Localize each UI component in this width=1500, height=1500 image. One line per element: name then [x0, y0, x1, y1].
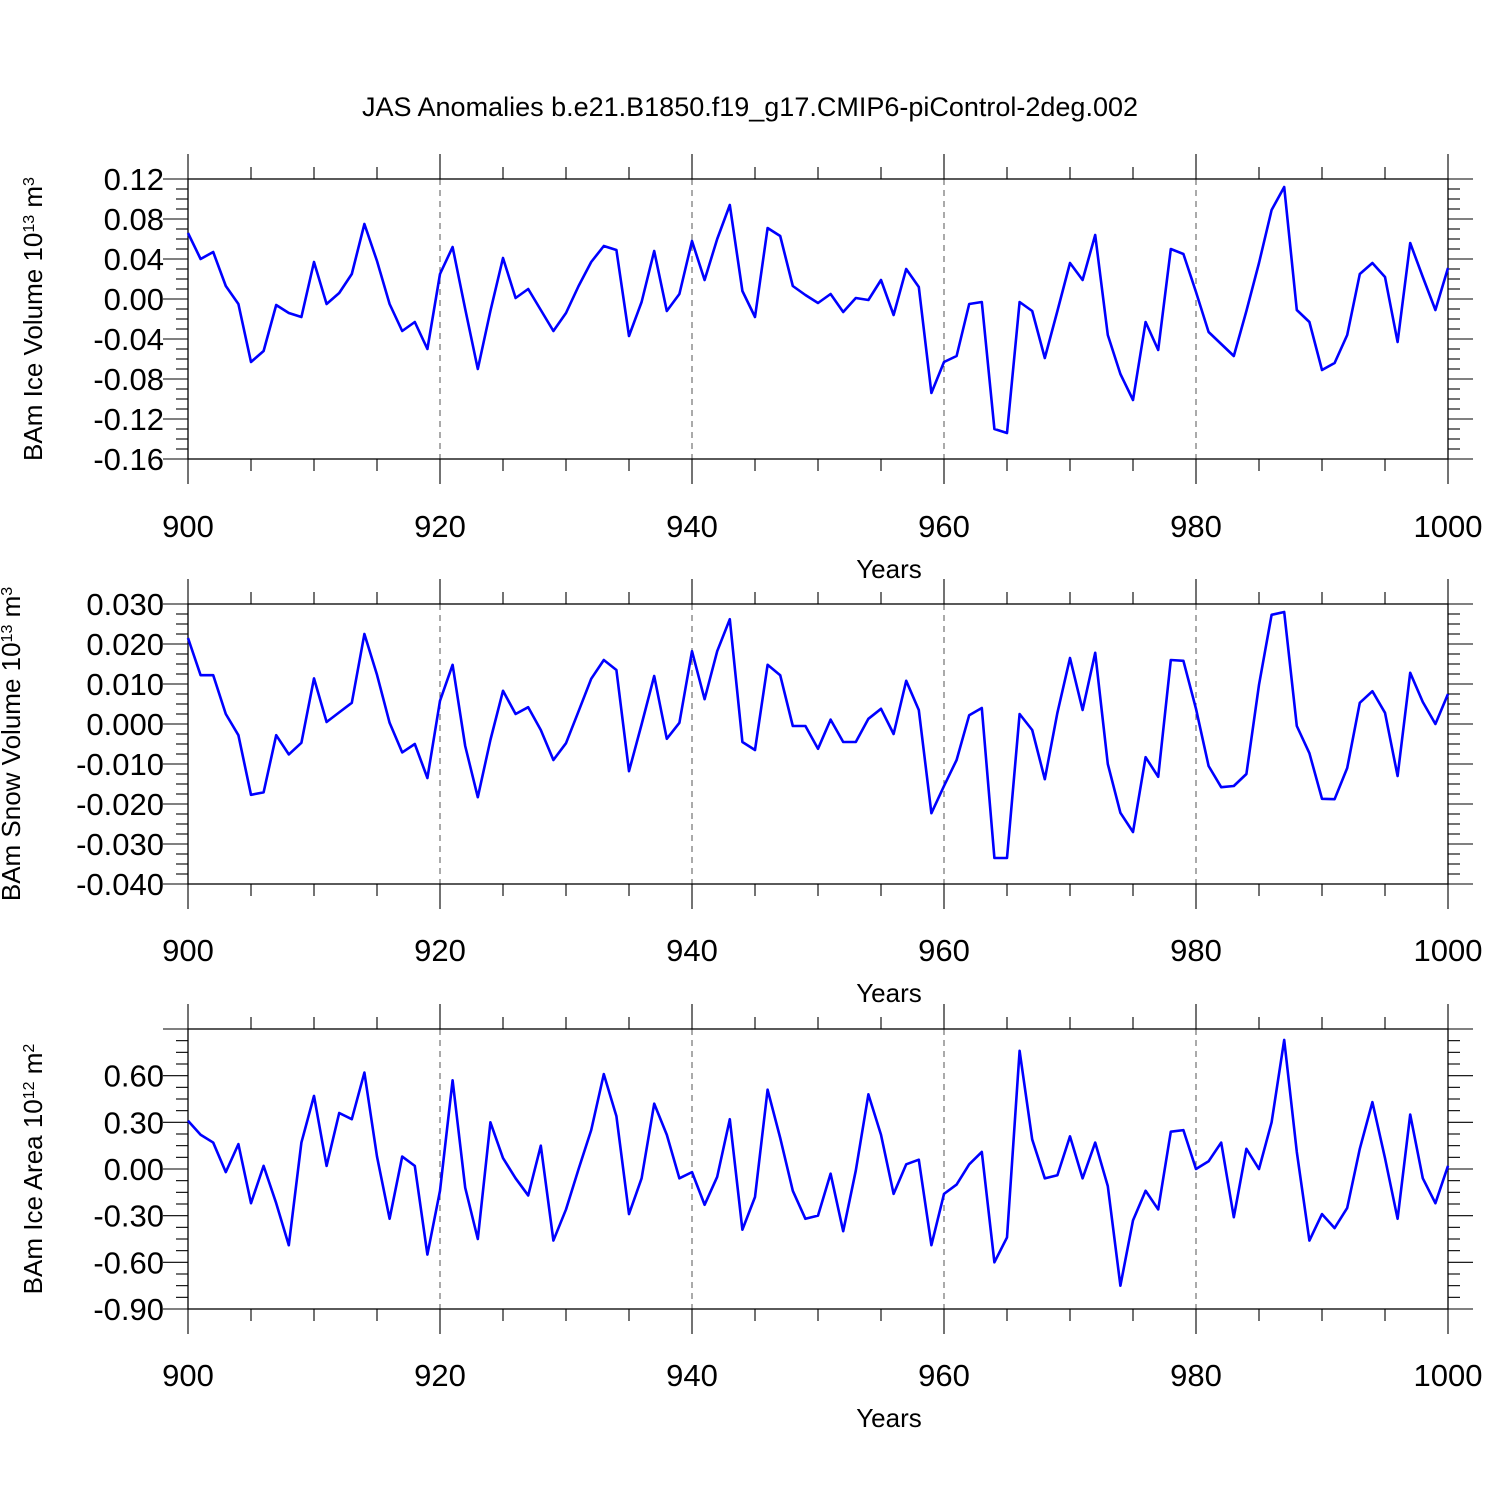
x-tick-label: 900 — [162, 933, 214, 968]
y-axis-label-text: m — [0, 596, 26, 625]
y-tick-label: 0.00 — [104, 282, 164, 317]
x-tick-label: 920 — [414, 509, 466, 544]
y-axis-label-text: BAm Ice Volume 10 — [18, 233, 48, 461]
y-tick-label: 0.000 — [86, 707, 164, 742]
y-axis-label-superscript: 13 — [21, 215, 38, 233]
x-tick-label: 960 — [918, 933, 970, 968]
chart-panel-3: 900 920 940 960 980 1000 Years 0.60 0.30 0.00 -0.3… — [18, 1004, 1482, 1433]
y-axis-label-superscript: 3 — [21, 177, 38, 186]
y-tick-label: 0.12 — [104, 162, 164, 197]
x-tick-label: 960 — [918, 509, 970, 544]
y-tick-label: -0.010 — [76, 747, 164, 782]
plot-frame — [187, 178, 1449, 460]
y-axis-label-text: m — [18, 1053, 48, 1082]
y-axis-label: BAm Ice Volume 1013 m3 — [18, 177, 48, 461]
x-tick-label: 940 — [666, 933, 718, 968]
y-tick-label: -0.30 — [93, 1199, 164, 1234]
x-tick-label: 1000 — [1414, 933, 1483, 968]
plot-frame — [187, 603, 1449, 885]
x-tick-label: 940 — [666, 1358, 718, 1393]
y-tick-label: 0.60 — [104, 1059, 164, 1094]
y-axis-label-text: m — [18, 186, 48, 215]
x-tick-label: 920 — [414, 933, 466, 968]
x-tick-label: 980 — [1170, 509, 1222, 544]
data-series-line — [187, 1038, 1450, 1287]
y-tick-label: 0.30 — [104, 1105, 164, 1140]
chart-panel-2: 900 920 940 960 980 1000 Years 0.030 0.020 0.010 0… — [0, 579, 1482, 1008]
y-tick-label: -0.04 — [93, 322, 164, 357]
x-tick-label: 980 — [1170, 1358, 1222, 1393]
y-tick-label: 0.020 — [86, 627, 164, 662]
x-axis-label: Years — [856, 1403, 922, 1433]
data-series-line — [186, 610, 1450, 860]
y-tick-label: 0.00 — [104, 1152, 164, 1187]
y-axis-label: BAm Ice Area 1012 m2 — [18, 1044, 48, 1295]
y-tick-label: 0.030 — [86, 587, 164, 622]
figure-title: JAS Anomalies b.e21.B1850.f19_g17.CMIP6-… — [362, 92, 1138, 122]
x-tick-label: 1000 — [1414, 509, 1483, 544]
x-tick-label: 980 — [1170, 933, 1222, 968]
y-axis-label: BAm Snow Volume 1013 m3 — [0, 587, 26, 901]
chart-panel-1: 900 920 940 960 980 1000 Years 0.12 0.08 0.04 0.00… — [18, 154, 1482, 584]
y-axis-label-text: BAm Snow Volume 10 — [0, 642, 26, 901]
y-tick-label: -0.020 — [76, 787, 164, 822]
y-axis-label-superscript: 13 — [0, 625, 16, 643]
y-axis-label-superscript: 2 — [21, 1044, 38, 1053]
x-tick-label: 900 — [162, 1358, 214, 1393]
y-tick-label: -0.16 — [93, 442, 164, 477]
y-tick-label: -0.90 — [93, 1292, 164, 1327]
x-axis-label: Years — [856, 554, 922, 584]
y-axis-label-superscript: 12 — [21, 1081, 38, 1099]
x-tick-label: 940 — [666, 509, 718, 544]
y-tick-label: -0.030 — [76, 827, 164, 862]
x-tick-label: 960 — [918, 1358, 970, 1393]
y-tick-label: -0.12 — [93, 402, 164, 437]
y-tick-label: -0.60 — [93, 1245, 164, 1280]
x-axis-label: Years — [856, 978, 922, 1008]
y-tick-label: 0.08 — [104, 202, 164, 237]
x-tick-label: 920 — [414, 1358, 466, 1393]
y-axis-label-superscript: 3 — [0, 587, 16, 596]
y-axis-label-text: BAm Ice Area 10 — [18, 1099, 48, 1294]
x-tick-label: 1000 — [1414, 1358, 1483, 1393]
data-series-line — [186, 185, 1450, 435]
y-tick-label: -0.08 — [93, 362, 164, 397]
y-tick-label: 0.010 — [86, 667, 164, 702]
y-tick-label: 0.04 — [104, 242, 164, 277]
y-tick-label: -0.040 — [76, 867, 164, 902]
x-tick-label: 900 — [162, 509, 214, 544]
